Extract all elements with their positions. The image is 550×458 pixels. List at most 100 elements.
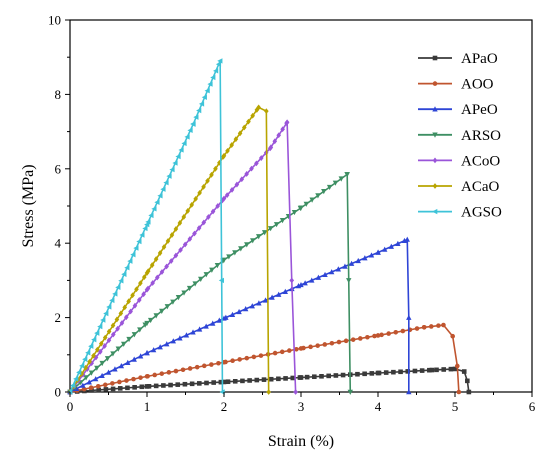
legend-label: APaO [461, 51, 498, 67]
series-marker [328, 269, 335, 275]
legend-label: ARSO [461, 128, 501, 144]
series-marker [348, 260, 355, 266]
series-marker [130, 251, 136, 258]
series-marker [118, 310, 124, 317]
series-marker [88, 343, 94, 349]
series-marker [169, 166, 175, 173]
series-marker [85, 350, 91, 356]
series-marker [178, 147, 184, 153]
series-layer [67, 58, 472, 395]
x-axis-title: Strain (%) [268, 433, 334, 450]
series-marker [230, 358, 235, 364]
series-marker [144, 350, 150, 356]
series-marker [138, 280, 143, 287]
series-marker [169, 232, 175, 238]
series-marker [322, 271, 328, 278]
series-marker [308, 344, 313, 350]
series-marker [201, 363, 207, 369]
series-marker [141, 291, 146, 298]
series-marker [254, 160, 259, 167]
series-marker [344, 172, 350, 178]
series-marker [120, 341, 127, 347]
series-marker [282, 288, 289, 294]
series-marker [150, 347, 157, 353]
series-marker [106, 337, 112, 344]
series-marker [110, 381, 115, 386]
series-marker [232, 250, 238, 256]
series-marker [427, 367, 432, 373]
series-marker [237, 130, 243, 137]
series-marker [180, 367, 186, 373]
data-point [466, 389, 472, 395]
legend-item-acoo: ACoO [418, 153, 500, 169]
data-point [375, 333, 381, 338]
series-marker [232, 379, 238, 384]
legend-item-apao: APaO [418, 51, 498, 67]
series-marker [268, 144, 274, 151]
series-marker [393, 330, 399, 335]
series-marker [173, 368, 179, 374]
series-marker [151, 206, 157, 212]
series-marker [170, 338, 177, 344]
series-acoo [67, 119, 298, 395]
series-marker [279, 218, 286, 224]
legend-label: AGSO [461, 205, 502, 221]
series-marker [137, 327, 143, 333]
series-marker [261, 230, 268, 236]
series-marker [198, 101, 205, 107]
series-marker [115, 325, 120, 332]
series-marker [379, 332, 384, 338]
series-marker [137, 353, 144, 359]
series-marker [262, 297, 269, 303]
series-marker [336, 339, 342, 345]
series-marker [209, 362, 214, 367]
series-marker [210, 208, 216, 215]
series-marker [161, 383, 166, 388]
series-marker [304, 374, 310, 380]
series-marker [99, 372, 105, 379]
series-marker [102, 343, 107, 349]
series-marker [118, 278, 124, 284]
series-marker [213, 68, 219, 74]
series-marker [186, 285, 193, 292]
series-marker [181, 290, 187, 296]
series-marker [398, 369, 403, 375]
series-marker [223, 359, 228, 365]
series-marker [122, 304, 128, 311]
data-point [406, 314, 412, 320]
series-marker [321, 189, 327, 195]
series-marker [244, 242, 250, 248]
series-marker [115, 284, 121, 291]
series-marker [350, 337, 356, 342]
series-marker [126, 298, 131, 305]
series-marker [225, 379, 231, 385]
series-marker [198, 276, 204, 282]
legend-swatch-marker [432, 106, 438, 112]
series-marker [73, 385, 80, 392]
series-marker [401, 237, 408, 244]
series-marker [112, 366, 118, 372]
series-marker [177, 220, 183, 226]
series-marker [175, 382, 181, 387]
series-marker [368, 252, 375, 258]
series-marker [194, 364, 200, 370]
x-tick-label: 5 [452, 399, 459, 414]
series-marker [247, 378, 252, 383]
series-marker [242, 306, 249, 312]
series-marker [185, 208, 191, 214]
series-marker [376, 370, 382, 376]
series-marker [275, 291, 282, 297]
series-marker [291, 209, 298, 216]
series-marker [95, 383, 101, 389]
series-marker [110, 351, 116, 357]
series-marker [96, 387, 102, 393]
data-point [465, 378, 470, 384]
series-marker [153, 313, 159, 319]
series-marker [109, 297, 115, 304]
series-marker [187, 127, 193, 134]
series-marker [132, 385, 137, 390]
y-tick-label: 0 [55, 385, 62, 400]
series-marker [395, 240, 401, 246]
data-point [347, 389, 353, 395]
series-marker [146, 384, 152, 389]
